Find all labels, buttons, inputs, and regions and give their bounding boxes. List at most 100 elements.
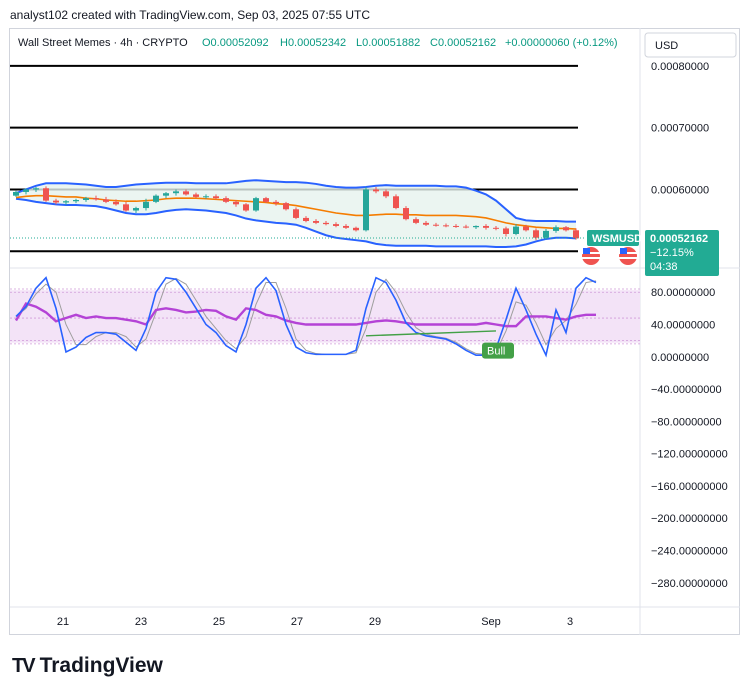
time-axis-tick: 29 <box>369 616 381 628</box>
candle-body <box>283 203 289 210</box>
candle-body <box>103 199 109 202</box>
candle-body <box>163 193 169 196</box>
candle-body <box>573 230 579 239</box>
candle-body <box>193 194 199 197</box>
candle-body <box>33 188 39 190</box>
chart-frame[interactable] <box>9 28 740 635</box>
candle-body <box>543 230 549 238</box>
bollinger-basis-line <box>15 194 577 230</box>
candle-body <box>443 225 449 227</box>
price-axis-tick: 0.00080000 <box>651 61 709 73</box>
flag-stripe <box>582 257 600 259</box>
bollinger-upper-line <box>15 179 576 223</box>
ohlc-change: +0.00000060 (+0.12%) <box>505 37 618 49</box>
oscillator-axis-tick: −200.00000000 <box>651 513 728 525</box>
candle-body <box>463 226 469 228</box>
candle-body <box>63 201 69 203</box>
candle-body <box>323 222 329 225</box>
candle-body <box>403 208 409 220</box>
candle-body <box>23 189 29 192</box>
oscillator-axis-tick: −80.00000000 <box>651 416 722 428</box>
price-badge <box>645 229 719 276</box>
countdown-label: 04:38 <box>650 261 678 273</box>
candle-body <box>173 191 179 194</box>
flag-stripe <box>619 257 637 259</box>
bollinger-lower-line <box>15 197 577 248</box>
oscillator-axis-tick: −160.00000000 <box>651 481 728 493</box>
price-axis-tick: 0.00060000 <box>651 184 709 196</box>
oscillator-axis-tick: −120.00000000 <box>651 449 728 461</box>
oscillator-axis-tick: −280.00000000 <box>651 578 728 590</box>
candle-body <box>293 209 299 218</box>
flag-stripe <box>619 252 637 254</box>
tradingview-logo[interactable]: TV TradingView <box>12 654 163 678</box>
candle-body <box>493 227 499 229</box>
stoch-signal-line <box>14 302 596 328</box>
candle-body <box>13 191 19 196</box>
flag-stripe <box>582 252 600 254</box>
candle-body <box>153 195 159 202</box>
time-axis-tick: 3 <box>567 616 573 628</box>
candle-body <box>313 221 319 223</box>
ohlc-low: L0.00051882 <box>356 37 420 49</box>
ticker-label: WSMUSD <box>592 233 642 245</box>
flag-canton <box>620 248 627 254</box>
oscillator-axis-tick: −40.00000000 <box>651 384 722 396</box>
candle-body <box>73 200 79 202</box>
time-axis-tick: 23 <box>135 616 147 628</box>
candle-body <box>83 198 89 200</box>
ohlc-high: H0.00052342 <box>280 37 346 49</box>
chart-canvas[interactable]: Wall Street Memes · 4h · CRYPTO O0.000520… <box>0 0 750 640</box>
time-axis-tick: 27 <box>291 616 303 628</box>
candle-body <box>43 188 49 201</box>
candle-body <box>123 204 129 211</box>
symbol-name: Wall Street Memes · 4h · CRYPTO <box>18 37 188 49</box>
tradingview-logo-icon: TV <box>12 654 36 677</box>
candle-body <box>483 225 489 228</box>
stoch-k-line <box>15 276 597 358</box>
candle-body <box>53 200 59 203</box>
current-price-label: 0.00052162 <box>650 233 708 245</box>
candle-body <box>383 191 389 197</box>
time-axis-tick: 25 <box>213 616 225 628</box>
oscillator-axis-tick: 40.00000000 <box>651 320 715 332</box>
candle-body <box>203 196 209 198</box>
candle-body <box>343 225 349 228</box>
ohlc-open: O0.00052092 <box>202 37 269 49</box>
time-axis-tick: Sep <box>481 616 501 628</box>
candle-body <box>113 201 119 205</box>
candle-body <box>553 227 559 231</box>
candle-body <box>503 228 509 234</box>
oscillator-axis-tick: −240.00000000 <box>651 546 728 558</box>
candle-body <box>263 198 269 202</box>
candle-body <box>393 196 399 209</box>
candle-body <box>513 226 519 234</box>
brand-name: TradingView <box>39 654 163 677</box>
chart-caption: analyst102 created with TradingView.com,… <box>10 8 370 22</box>
candle-body <box>423 222 429 225</box>
candle-body <box>223 198 229 202</box>
flag-canton <box>583 248 590 254</box>
candle-body <box>563 227 569 231</box>
candle-body <box>473 225 479 228</box>
candle-body <box>523 226 529 231</box>
oscillator-axis-tick: 0.00000000 <box>651 352 709 364</box>
candle-body <box>273 201 279 204</box>
candle-body <box>133 208 139 211</box>
candle-body <box>93 198 99 200</box>
candle-body <box>333 224 339 226</box>
divergence-line <box>365 330 497 337</box>
candle-body <box>303 217 309 222</box>
candle-body <box>413 219 419 223</box>
oscillator-axis-tick: 80.00000000 <box>651 287 715 299</box>
candle-body <box>233 201 239 205</box>
bull-annotation-badge <box>482 342 514 359</box>
ticker-badge <box>587 229 639 246</box>
bull-annotation-label: Bull <box>487 346 505 358</box>
currency-label: USD <box>655 40 678 52</box>
time-axis-tick: 21 <box>57 616 69 628</box>
candle-body <box>353 227 359 231</box>
candle-body <box>243 204 249 211</box>
candle-body <box>253 198 259 211</box>
currency-selector <box>644 32 737 58</box>
